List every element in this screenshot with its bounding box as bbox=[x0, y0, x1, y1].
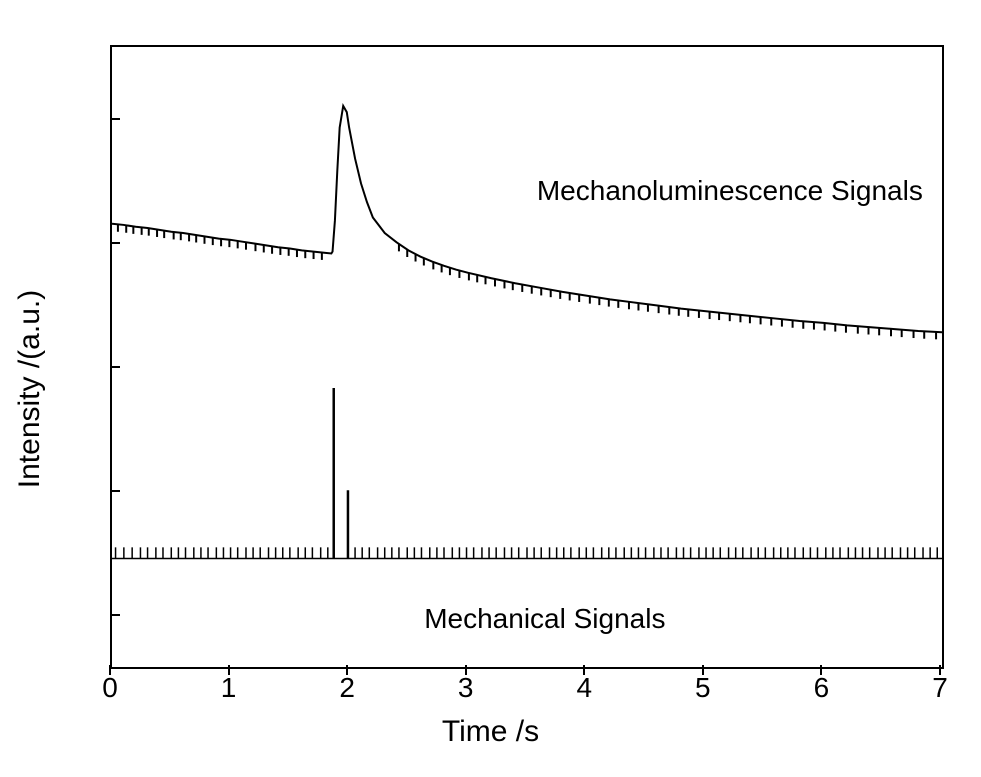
y-tick bbox=[110, 614, 120, 616]
x-tick-label: 4 bbox=[576, 672, 592, 704]
x-tick-label: 1 bbox=[221, 672, 237, 704]
data-layer bbox=[112, 47, 942, 667]
x-tick-label: 3 bbox=[458, 672, 474, 704]
x-tick-label: 0 bbox=[102, 672, 118, 704]
y-tick bbox=[110, 118, 120, 120]
chart-container: 0 1 2 3 4 5 6 7 Time /s Intensity /(a.u.) Mecha… bbox=[0, 0, 981, 777]
x-tick-label: 2 bbox=[339, 672, 355, 704]
chart-annotation: Mechanical Signals bbox=[424, 603, 665, 635]
x-tick-label: 5 bbox=[695, 672, 711, 704]
y-tick bbox=[110, 366, 120, 368]
y-axis-title: Intensity /(a.u.) bbox=[13, 289, 47, 487]
x-axis-title: Time /s bbox=[442, 715, 539, 749]
chart-annotation: Mechanoluminescence Signals bbox=[537, 175, 923, 207]
x-tick-label: 7 bbox=[932, 672, 948, 704]
plot-area bbox=[110, 45, 944, 669]
ml-signal-line bbox=[112, 106, 942, 332]
y-tick bbox=[110, 242, 120, 244]
x-tick-label: 6 bbox=[814, 672, 830, 704]
y-tick bbox=[110, 490, 120, 492]
